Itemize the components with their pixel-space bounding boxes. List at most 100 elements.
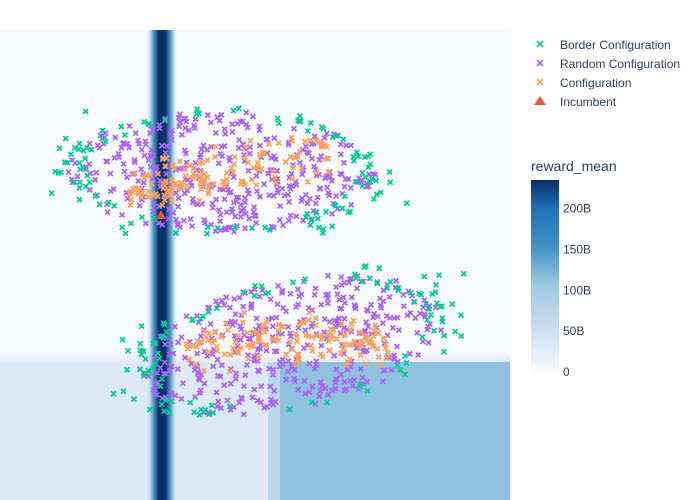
scatter-point-random (275, 282, 282, 289)
colorbar-tick-label: 0 (563, 365, 570, 379)
colorbar-title: reward_mean (531, 158, 617, 174)
scatter-point-random (279, 185, 286, 192)
scatter-point-random (338, 274, 345, 281)
scatter-point-border (307, 222, 314, 229)
scatter-point-border (92, 193, 99, 200)
scatter-point-border (319, 229, 326, 237)
scatter-point-configuration (263, 341, 270, 349)
scatter-point-random (198, 146, 205, 153)
scatter-point-random (261, 181, 268, 188)
scatter-point-configuration (258, 165, 265, 172)
scatter-point-random (228, 205, 236, 213)
scatter-point-random (348, 201, 355, 208)
scatter-point-random (302, 191, 309, 198)
scatter-point-random (118, 211, 126, 218)
scatter-point-configuration (261, 341, 268, 349)
scatter-point-configuration (161, 192, 168, 199)
scatter-point-random (204, 352, 211, 360)
scatter-point-random (136, 202, 143, 209)
scatter-point-random (232, 311, 239, 318)
scatter-point-configuration (307, 137, 314, 144)
scatter-point-border (362, 174, 369, 181)
scatter-point-configuration (231, 160, 238, 167)
scatter-point-random (316, 393, 323, 400)
scatter-point-border (329, 134, 336, 141)
scatter-point-border (258, 283, 265, 290)
scatter-point-random (218, 111, 225, 118)
scatter-point-configuration (362, 333, 369, 340)
scatter-point-random (214, 403, 221, 410)
scatter-point-border (339, 205, 346, 212)
scatter-point-border (142, 355, 149, 363)
scatter-point-configuration (370, 327, 377, 334)
scatter-point-random (162, 149, 169, 156)
scatter-point-random (400, 303, 407, 310)
scatter-point-configuration (351, 338, 358, 345)
scatter-point-configuration (294, 350, 301, 357)
scatter-point-random (419, 338, 426, 345)
scatter-point-random (178, 395, 185, 403)
scatter-point-border (208, 402, 215, 409)
scatter-point-border (99, 127, 106, 134)
scatter-point-random (256, 293, 263, 300)
scatter-point-configuration (182, 173, 189, 180)
scatter-point-configuration (245, 159, 252, 166)
scatter-point-random (243, 121, 250, 128)
scatter-point-random (151, 354, 158, 361)
scatter-point-random (175, 195, 182, 202)
scatter-point-random (340, 294, 347, 301)
scatter-point-random (269, 323, 276, 330)
scatter-point-border (99, 135, 106, 142)
scatter-point-random (376, 295, 384, 302)
colorbar-tick-label: 200B (563, 202, 591, 216)
scatter-point-random (384, 332, 391, 339)
scatter-point-configuration (193, 172, 200, 179)
scatter-point-configuration (235, 349, 242, 357)
scatter-point-random (234, 343, 241, 350)
legend-item-border-configuration[interactable]: Border Configuration (536, 38, 671, 52)
scatter-point-random (156, 125, 163, 132)
scatter-point-border (332, 201, 339, 208)
scatter-point-configuration (375, 354, 382, 361)
scatter-point-configuration (330, 326, 337, 333)
scatter-point-border (309, 215, 316, 223)
scatter-point-random (285, 357, 292, 364)
scatter-point-random (140, 179, 147, 186)
scatter-point-random (363, 378, 371, 385)
scatter-point-configuration (181, 166, 189, 173)
scatter-point-border (403, 359, 410, 367)
scatter-point-border (154, 350, 161, 357)
scatter-point-border (411, 298, 418, 305)
scatter-point-random (290, 125, 298, 132)
scatter-point-random (170, 209, 177, 216)
scatter-points (48, 105, 467, 419)
scatter-point-configuration (138, 194, 145, 201)
colorbar-gradient (531, 180, 559, 372)
scatter-point-random (65, 169, 72, 176)
scatter-point-border (76, 179, 83, 186)
scatter-point-random (233, 198, 240, 205)
legend-item-configuration[interactable]: Configuration (536, 76, 631, 90)
scatter-point-random (146, 130, 154, 137)
scatter-point-configuration (275, 327, 282, 334)
scatter-point-random (142, 220, 149, 227)
legend-item-incumbent[interactable]: Incumbent (534, 95, 617, 109)
scatter-point-random (266, 192, 273, 199)
scatter-point-random (299, 171, 306, 178)
scatter-point-random (332, 323, 339, 330)
scatter-point-random (174, 365, 181, 373)
scatter-point-border (401, 352, 409, 359)
legend-item-random-configuration[interactable]: Random Configuration (536, 57, 680, 71)
incumbent-marker[interactable] (156, 210, 166, 219)
scatter-point-random (268, 154, 275, 161)
scatter-point-random (263, 347, 270, 354)
scatter-point-border (111, 202, 118, 209)
scatter-point-configuration (218, 333, 225, 340)
scatter-point-random (415, 351, 422, 358)
scatter-point-random (412, 314, 419, 322)
scatter-point-border (275, 120, 282, 127)
scatter-point-random (432, 304, 439, 311)
scatter-point-configuration (230, 169, 237, 176)
scatter-point-configuration (307, 342, 315, 349)
scatter-point-configuration (289, 164, 297, 171)
